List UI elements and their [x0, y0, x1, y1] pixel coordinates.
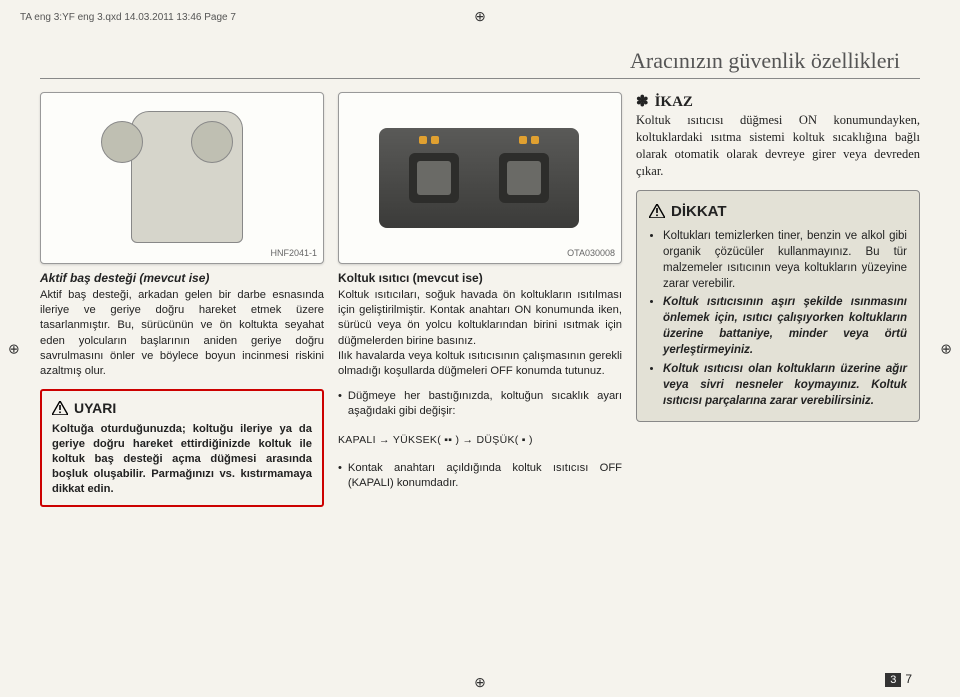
- figure-seat-heater: OTA030008: [338, 92, 622, 264]
- col2-bullet2: Kontak anahtarı açıldığında koltuk ısıtı…: [348, 461, 622, 491]
- warning-box: UYARI Koltuğa oturduğunuzda; koltuğu ile…: [40, 389, 324, 507]
- section-title: Aracınızın güvenlik özellikleri: [630, 48, 900, 74]
- col2-heading: Koltuk ısıtıcı (mevcut ise): [338, 270, 622, 286]
- warning-title-text: UYARI: [74, 399, 116, 418]
- caution-title-text: DİKKAT: [671, 201, 727, 222]
- caution-item: Koltuk ısıtıcısı olan koltukların üzerin…: [663, 361, 907, 409]
- content-columns: HNF2041-1 Aktif baş desteği (mevcut ise)…: [40, 92, 920, 677]
- figure-headrest: HNF2041-1: [40, 92, 324, 264]
- ikaz-body: Koltuk ısıtıcısı düğmesi ON konumundayke…: [636, 112, 920, 180]
- crop-mark-top: ⊕: [474, 8, 486, 25]
- column-1: HNF2041-1 Aktif baş desteği (mevcut ise)…: [40, 92, 324, 677]
- crop-mark-right: ⊕: [940, 340, 952, 357]
- figure-label: HNF2041-1: [270, 247, 317, 259]
- column-3: ✽ İKAZ Koltuk ısıtıcısı düğmesi ON konum…: [636, 92, 920, 677]
- figure-label: OTA030008: [567, 247, 615, 259]
- warning-title: UYARI: [52, 399, 312, 418]
- title-rule: [40, 78, 920, 79]
- caution-title: DİKKAT: [649, 201, 907, 222]
- warning-triangle-icon: [52, 401, 68, 415]
- crop-mark-left: ⊕: [8, 340, 20, 357]
- caution-item: Koltuk ısıtıcısının aşırı şekilde ısınma…: [663, 294, 907, 358]
- column-2: OTA030008 Koltuk ısıtıcı (mevcut ise) Ko…: [338, 92, 622, 677]
- warning-body: Koltuğa oturduğunuzda; koltuğu ileriye y…: [52, 422, 312, 498]
- col2-para2: Ilık havalarda veya koltuk ısıtıcısının …: [338, 349, 622, 379]
- ikaz-title-text: İKAZ: [655, 92, 693, 112]
- caution-triangle-icon: [649, 204, 665, 218]
- print-header: TA eng 3:YF eng 3.qxd 14.03.2011 13:46 P…: [20, 12, 236, 23]
- snowflake-icon: ✽: [636, 92, 649, 112]
- caution-box: DİKKAT Koltukları temizlerken tiner, ben…: [636, 190, 920, 422]
- bullet-dot: •: [338, 389, 342, 419]
- col1-paragraph: Aktif baş desteği, arkadan gelen bir dar…: [40, 288, 324, 379]
- col1-heading: Aktif baş desteği (mevcut ise): [40, 270, 324, 286]
- page-number: 37: [885, 672, 912, 687]
- heat-sequence: KAPALI → YÜKSEK( ▪▪ ) → DÜŞÜK( ▪ ): [338, 433, 622, 447]
- col2-bullet1: Düğmeye her bastığınızda, koltuğun sıcak…: [348, 389, 622, 419]
- ikaz-box: ✽ İKAZ Koltuk ısıtıcısı düğmesi ON konum…: [636, 92, 920, 180]
- bullet-dot: •: [338, 461, 342, 491]
- col2-para1: Koltuk ısıtıcıları, soğuk havada ön kolt…: [338, 288, 622, 348]
- caution-item: Koltukları temizlerken tiner, benzin ve …: [663, 228, 907, 292]
- page-number-value: 7: [905, 672, 912, 686]
- caution-list: Koltukları temizlerken tiner, benzin ve …: [649, 228, 907, 409]
- chapter-number: 3: [885, 673, 901, 687]
